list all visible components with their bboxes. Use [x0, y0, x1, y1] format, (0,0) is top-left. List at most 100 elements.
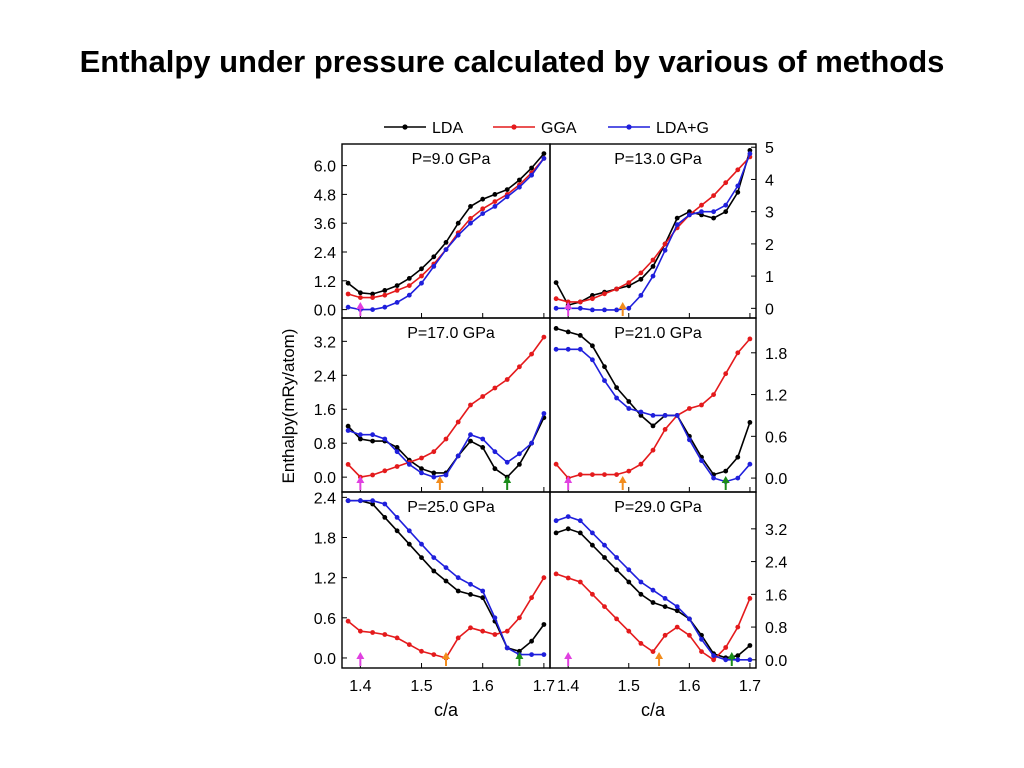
panel-1-point-lda	[419, 266, 424, 272]
panel-6-frame	[549, 491, 757, 669]
panel-2-point-lda	[553, 280, 559, 285]
panel-4-point-gga	[614, 472, 619, 477]
panel-5-line-lda+g	[348, 499, 544, 656]
panel-2-point-lda+g	[650, 273, 656, 279]
panel-6-arrow-head	[564, 652, 573, 659]
legend-marker-lda	[402, 124, 408, 130]
panel-3-point-lda+g	[529, 440, 534, 446]
panel-3-point-lda	[468, 438, 473, 444]
panel-5-point-lda+g	[345, 498, 351, 504]
panel-2-point-lda+g	[638, 293, 644, 298]
panel-5-arrow-head	[442, 652, 450, 659]
panel-2-point-gga	[565, 299, 571, 305]
panel-6-arrow-head	[655, 652, 664, 659]
panel-3-point-lda+g	[419, 470, 424, 476]
panel-3-point-lda+g	[370, 432, 375, 438]
panel-1-point-lda+g	[541, 156, 547, 161]
panel-4-label: P=21.0 GPa	[614, 325, 702, 342]
page-title: Enthalpy under pressure calculated by va…	[79, 44, 945, 79]
panel-2-point-gga	[662, 241, 668, 247]
panel-2-point-lda	[711, 215, 716, 221]
panel-5-point-lda	[419, 555, 424, 560]
panel-2-point-lda+g	[602, 307, 607, 313]
panel-4-ytick-label: 0.0	[765, 471, 787, 488]
panel-5-point-lda+g	[504, 645, 510, 651]
panel-3-point-lda	[394, 445, 400, 450]
panel-1-label: P=9.0 GPa	[412, 151, 491, 168]
panel-6-point-lda+g	[711, 653, 716, 659]
panel-6-point-gga	[626, 628, 632, 634]
panel-1-point-lda	[455, 220, 461, 226]
panel-2-point-lda+g	[747, 151, 753, 157]
panel-5-point-lda	[443, 578, 449, 584]
panel-5-line-gga	[347, 577, 545, 659]
panel-5-point-lda	[394, 528, 400, 534]
panel-3-ytick-label: 2.4	[314, 368, 336, 385]
panel-3-point-gga	[468, 402, 473, 408]
panel-4-arrow-head	[564, 476, 573, 483]
panel-2-point-lda+g	[699, 209, 704, 215]
panel-6-line-lda	[555, 527, 751, 659]
panel-1-point-lda	[345, 280, 351, 286]
panel-6-point-lda+g	[577, 518, 583, 524]
panel-5-point-gga	[455, 635, 461, 641]
panel-1-point-lda+g	[406, 292, 412, 298]
panel-5-point-lda+g	[492, 615, 498, 621]
panel-3-point-gga	[345, 462, 351, 467]
panel-5-point-lda+g	[358, 498, 363, 504]
panel-5-point-gga	[480, 628, 486, 634]
panel-2-arrow-head	[618, 302, 627, 309]
panel-4-point-gga	[747, 336, 753, 342]
panel-5-point-gga	[431, 652, 437, 657]
panel-3-point-lda+g	[394, 449, 400, 455]
panel-1-point-lda	[492, 192, 498, 197]
panel-3-series-group	[345, 334, 547, 480]
panel-4-point-gga	[723, 371, 729, 377]
panel-1-point-lda	[504, 187, 510, 193]
panel-6-arrow-head	[727, 652, 736, 659]
panel-6-point-gga	[711, 657, 716, 663]
panel-3-arrow-head	[356, 476, 365, 483]
panel-2-point-gga	[553, 296, 559, 302]
panel-1-point-lda	[517, 177, 522, 183]
panel-3-label: P=17.0 GPa	[407, 325, 495, 342]
panel-3-point-lda+g	[345, 428, 351, 433]
panel-6-point-lda+g	[590, 530, 595, 536]
panel-3-point-gga	[529, 351, 534, 357]
panel-2-point-lda+g	[553, 305, 559, 311]
panel-3-point-gga	[394, 464, 400, 469]
panel-3-ytick-label: 1.6	[314, 402, 336, 419]
panel-6-point-gga	[577, 579, 583, 585]
panel-6-point-lda	[747, 643, 753, 648]
panel-6-ytick-label: 0.0	[765, 653, 787, 670]
panel-5-point-lda+g	[382, 501, 388, 507]
panel-5-point-gga	[541, 575, 547, 581]
panel-1-point-lda+g	[455, 232, 461, 238]
panel-4-point-lda	[723, 468, 729, 474]
panel-2-arrow-head	[564, 302, 573, 309]
panel-4-point-gga	[735, 350, 741, 356]
panel-4-arrow-head	[721, 476, 730, 483]
panel-4-point-lda	[735, 454, 741, 460]
panel-3-point-lda+g	[406, 462, 412, 467]
panel-4-point-gga	[699, 402, 704, 408]
panel-3-point-lda	[370, 438, 375, 444]
panel-3-line-lda+g	[347, 413, 545, 478]
panel-5-point-gga	[345, 618, 351, 624]
panel-3-ytick-label: 0.8	[314, 436, 336, 453]
legend-marker-gga	[511, 124, 517, 130]
panel-4-point-lda+g	[662, 413, 668, 418]
panel-5-arrow-head	[356, 652, 365, 659]
panel-5-point-lda+g	[443, 565, 449, 570]
panel-6-ytick-label: 0.8	[765, 620, 787, 637]
panel-5-ytick-label: 1.2	[314, 571, 336, 588]
panel-6-point-lda+g	[565, 514, 571, 519]
panel-4-point-lda+g	[626, 406, 632, 411]
panel-4-point-gga	[577, 472, 583, 477]
panel-5-point-lda	[468, 592, 473, 597]
panel-6-point-lda	[662, 604, 668, 609]
panel-6-point-gga	[662, 632, 668, 638]
panel-2-point-lda+g	[626, 305, 632, 311]
panel-6-point-lda	[650, 600, 656, 605]
panel-6-point-lda	[577, 530, 583, 536]
